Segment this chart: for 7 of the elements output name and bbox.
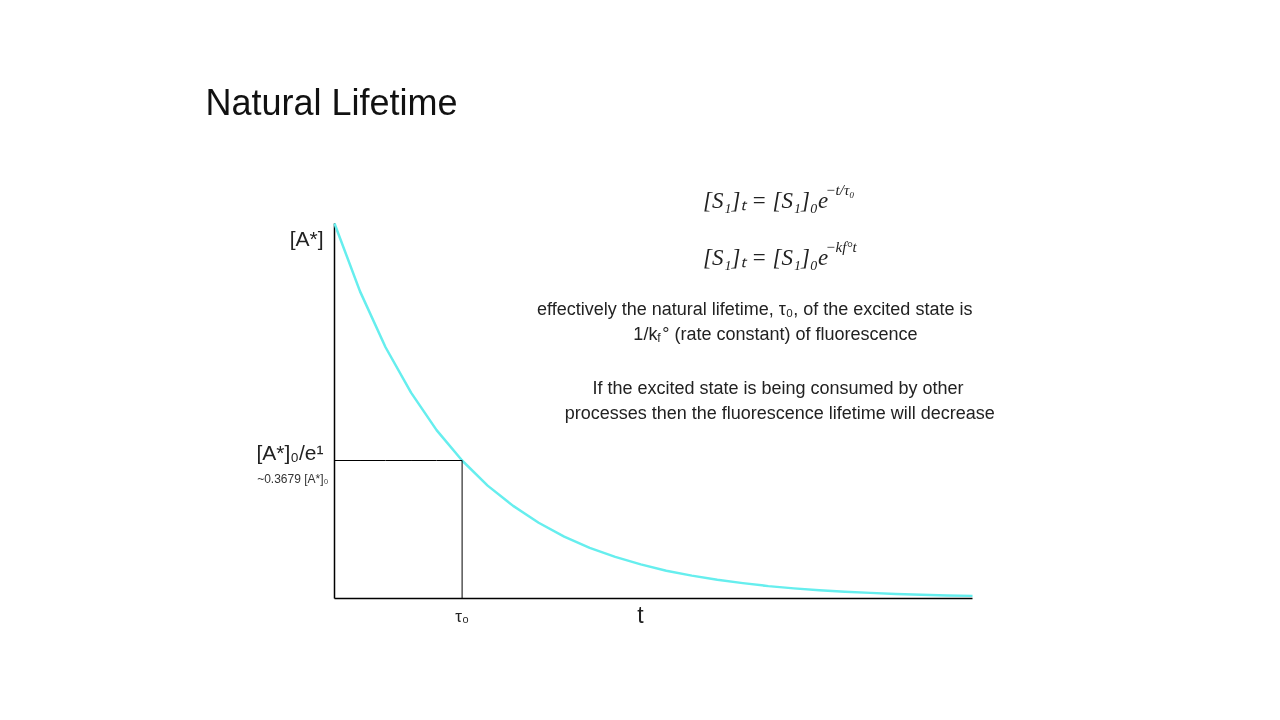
chart-title: Natural Lifetime <box>205 82 458 123</box>
annotation: If the excited state is being consumed by other processes then the fluorescence lifetime will decrease <box>564 377 995 423</box>
text: [A*] <box>289 227 324 250</box>
text: [A*]₀/e¹ <box>256 441 324 464</box>
text: ~0.3679 [A*]₀ <box>257 471 329 486</box>
text: τ₀ <box>455 607 469 626</box>
x-axis-title: t <box>637 601 645 628</box>
